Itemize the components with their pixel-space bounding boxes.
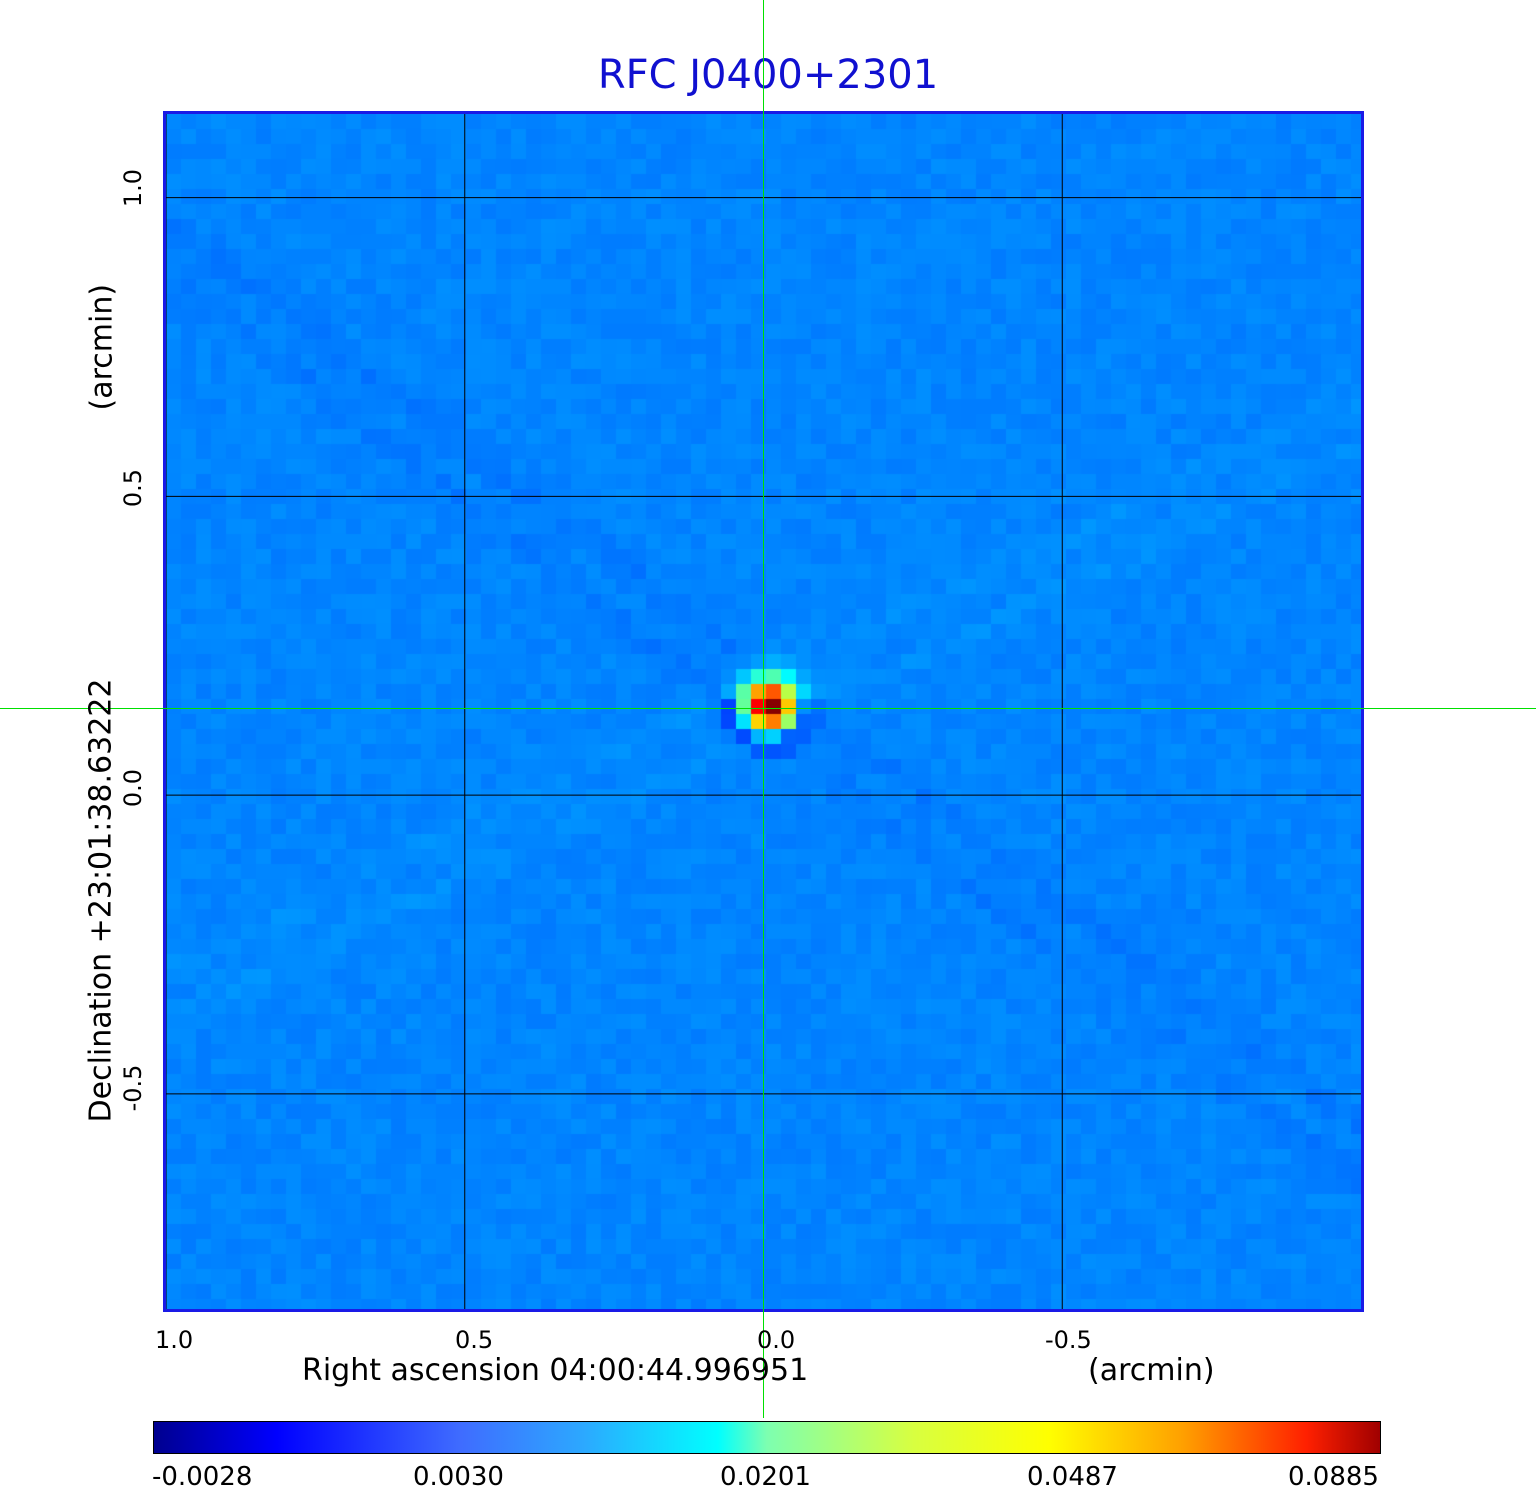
- x-tick-label: 1.0: [155, 1326, 194, 1354]
- colorbar-tick-label: -0.0028: [152, 1462, 253, 1492]
- colorbar: [153, 1421, 1381, 1454]
- y-axis-title: Declination +23:01:38.63222: [83, 678, 119, 1123]
- y-tick-label: -0.5: [119, 1064, 147, 1112]
- y-tick-label: 1.0: [119, 168, 147, 208]
- chart-title: RFC J0400+2301: [597, 52, 939, 98]
- x-tick-label: 0.0: [757, 1326, 796, 1354]
- x-tick-label: -0.5: [1045, 1326, 1092, 1354]
- colorbar-tick-label: 0.0201: [720, 1462, 811, 1492]
- x-tick-label: 0.5: [455, 1326, 494, 1354]
- x-axis-unit: (arcmin): [1088, 1353, 1215, 1388]
- y-tick-label: 0.0: [119, 768, 147, 808]
- y-axis-unit: (arcmin): [84, 283, 120, 411]
- colorbar-tick-label: 0.0487: [1027, 1462, 1118, 1492]
- x-axis-title: Right ascension 04:00:44.996951: [302, 1353, 809, 1388]
- colorbar-tick-label: 0.0030: [413, 1462, 504, 1492]
- y-tick-label: 0.5: [119, 468, 147, 508]
- colorbar-tick-label: 0.0885: [1288, 1462, 1379, 1492]
